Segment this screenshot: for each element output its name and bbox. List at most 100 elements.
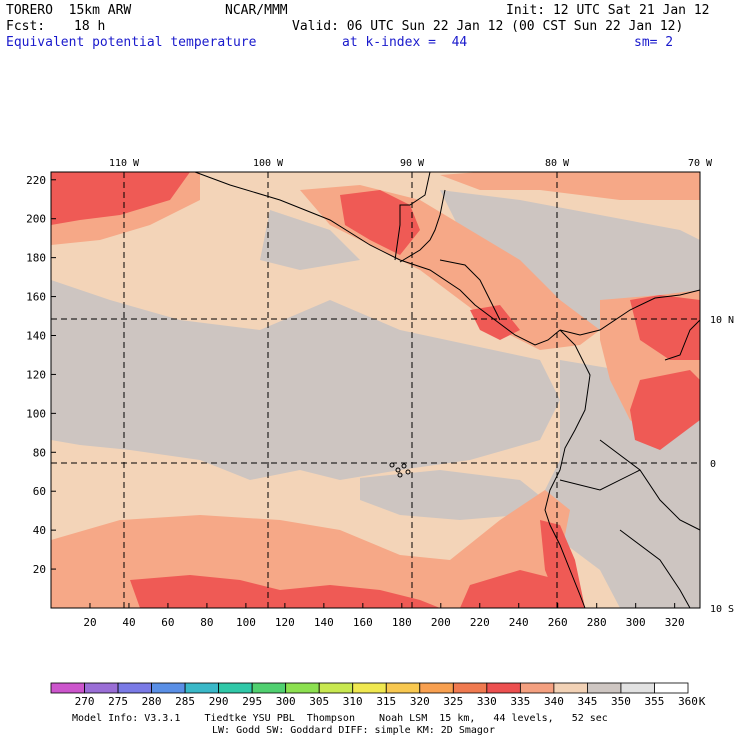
island xyxy=(401,463,407,469)
coastline xyxy=(439,259,501,321)
theta-e-region-335 xyxy=(130,575,440,608)
colorbar-level-label: 325 xyxy=(443,695,463,708)
x-tick-label: 140 xyxy=(314,616,334,629)
colorbar-swatch xyxy=(553,682,588,694)
latitude-label: 0 xyxy=(710,459,716,470)
coastline xyxy=(664,319,701,361)
coastline xyxy=(194,171,561,346)
physics-info-line: LW: Godd SW: Goddard DIFF: simple KM: 2D… xyxy=(212,725,495,736)
x-tick-label: 200 xyxy=(431,616,451,629)
x-tick-label: 320 xyxy=(665,616,685,629)
colorbar-swatch xyxy=(184,682,220,694)
colorbar-level-label: 285 xyxy=(175,695,195,708)
y-tick-label: 180 xyxy=(26,252,46,265)
y-tick-label: 120 xyxy=(26,368,46,381)
theta-e-region-345 xyxy=(440,190,700,330)
coastline xyxy=(559,469,641,491)
y-tick-label: 200 xyxy=(26,213,46,226)
colorbar-swatch xyxy=(218,682,253,694)
coastline xyxy=(399,189,446,263)
island xyxy=(405,469,411,475)
colorbar-level-label: 360 xyxy=(678,695,698,708)
y-tick-label: 20 xyxy=(33,563,46,576)
longitude-label: 80 W xyxy=(545,158,570,169)
y-tick-label: 100 xyxy=(26,407,46,420)
y-tick-label: 140 xyxy=(26,330,46,343)
island xyxy=(395,467,401,473)
colorbar-unit: K xyxy=(699,695,706,708)
map-frame xyxy=(50,171,701,609)
colorbar-swatch xyxy=(151,682,186,694)
theta-e-region-335 xyxy=(540,520,585,608)
colorbar-level-label: 290 xyxy=(209,695,229,708)
theta-e-region-335 xyxy=(460,570,575,608)
colorbar-level-label: 315 xyxy=(376,695,396,708)
x-tick-label: 260 xyxy=(548,616,568,629)
coastline xyxy=(394,171,431,261)
longitude-label: 90 W xyxy=(400,158,425,169)
colorbar-swatch xyxy=(419,682,454,694)
forecast-hour: 18 h xyxy=(74,19,106,34)
colorbar-swatch xyxy=(486,682,521,694)
theta-e-region-340 xyxy=(440,172,700,200)
colorbar-swatch xyxy=(318,682,354,694)
x-tick-label: 20 xyxy=(83,616,96,629)
colorbar-level-label: 350 xyxy=(611,695,631,708)
x-tick-label: 80 xyxy=(200,616,213,629)
coastline xyxy=(559,289,701,336)
coastline xyxy=(619,529,691,609)
theta-e-region-335 xyxy=(470,305,520,340)
latitude-label: 10 N xyxy=(710,315,734,326)
theta-e-region-345 xyxy=(51,280,560,480)
x-tick-label: 40 xyxy=(122,616,135,629)
colorbar-swatch xyxy=(452,682,488,694)
model-info-line: Model Info: V3.3.1 Tiedtke YSU PBL Thomp… xyxy=(72,713,608,724)
colorbar-level-label: 295 xyxy=(242,695,262,708)
colorbar-level-label: 355 xyxy=(645,695,665,708)
theta-e-region-345 xyxy=(360,470,545,520)
organization-label: NCAR/MMM xyxy=(225,3,288,18)
theta-e-region-335 xyxy=(630,295,700,360)
model-title: TORERO 15km ARW xyxy=(6,3,132,18)
init-time: Init: 12 UTC Sat 21 Jan 12 xyxy=(506,3,710,18)
colorbar-level-label: 345 xyxy=(577,695,597,708)
colorbar-swatch xyxy=(587,682,622,694)
colorbar-level-label: 340 xyxy=(544,695,564,708)
island xyxy=(397,472,403,478)
y-tick-label: 220 xyxy=(26,174,46,187)
longitude-label: 100 W xyxy=(253,158,284,169)
colorbar-swatch xyxy=(620,682,655,694)
colorbar-swatch xyxy=(84,682,119,694)
colorbar-level-label: 330 xyxy=(477,695,497,708)
x-tick-label: 220 xyxy=(470,616,490,629)
colorbar-level-label: 270 xyxy=(75,695,95,708)
colorbar-level-label: 310 xyxy=(343,695,363,708)
forecast-label: Fcst: xyxy=(6,19,46,34)
x-tick-label: 300 xyxy=(626,616,646,629)
coastline xyxy=(599,439,701,531)
x-tick-label: 100 xyxy=(236,616,256,629)
valid-time: Valid: 06 UTC Sun 22 Jan 12 (00 CST Sun … xyxy=(292,19,684,34)
colorbar-swatch xyxy=(50,682,85,694)
colorbar-level-label: 335 xyxy=(510,695,530,708)
colorbar-swatch xyxy=(352,682,387,694)
coastline xyxy=(544,329,591,609)
colorbar-swatch xyxy=(117,682,152,694)
colorbar-swatch xyxy=(654,682,689,694)
colorbar-level-label: 320 xyxy=(410,695,430,708)
field-name: Equivalent potential temperature xyxy=(6,35,257,50)
colorbar-swatch xyxy=(285,682,320,694)
x-tick-label: 240 xyxy=(509,616,529,629)
theta-e-region-345 xyxy=(260,210,360,270)
longitude-label: 110 W xyxy=(109,158,140,169)
y-tick-label: 60 xyxy=(33,485,46,498)
latitude-label: 10 S xyxy=(710,604,734,615)
theta-e-region-335 xyxy=(630,370,700,450)
x-tick-label: 120 xyxy=(275,616,295,629)
theta-e-region-335 xyxy=(51,172,190,225)
y-tick-label: 80 xyxy=(33,446,46,459)
colorbar-level-label: 300 xyxy=(276,695,296,708)
x-tick-label: 280 xyxy=(587,616,607,629)
